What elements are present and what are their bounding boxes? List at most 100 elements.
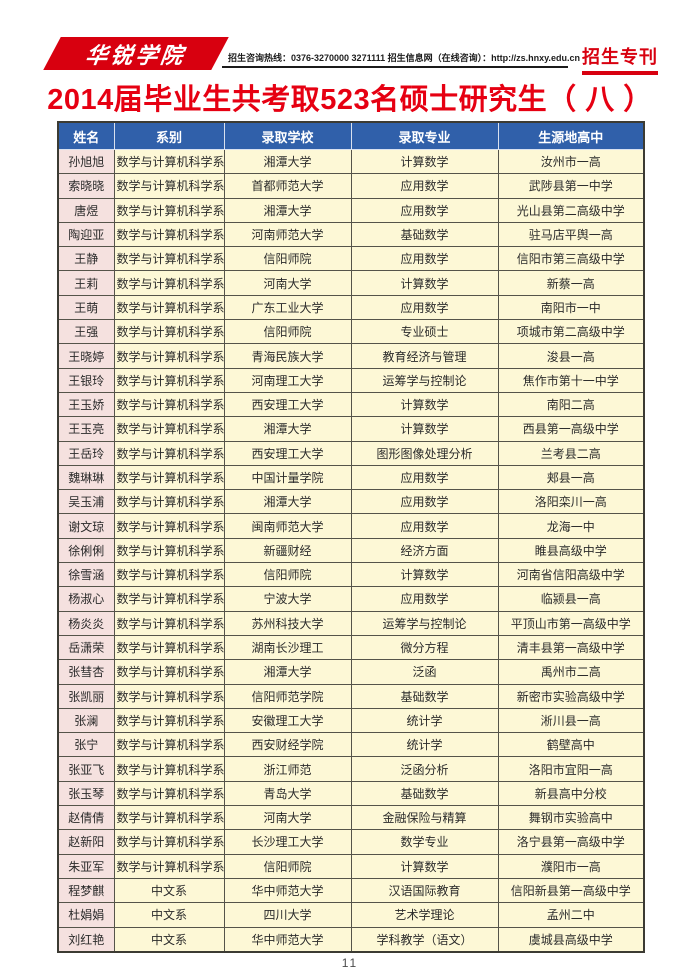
table-cell: 浙江师范 — [223, 756, 352, 782]
table-cell: 禹州市二高 — [497, 659, 645, 685]
table-row: 程梦麒 中文系 华中师范大学 汉语国际教育 信阳新县第一高级中学 — [57, 877, 645, 904]
table-row: 徐俐俐 数学与计算机科学系 新疆财经 经济方面 睢县高级中学 — [57, 537, 645, 564]
table-cell: 宁波大学 — [223, 586, 352, 612]
table-row: 刘红艳 中文系 华中师范大学 学科教学（语文） 虞城县高级中学 — [57, 926, 645, 953]
table-cell: 湘潭大学 — [223, 148, 352, 175]
table-cell: 运筹学与控制论 — [350, 367, 499, 393]
table-cell: 焦作市第十一中学 — [497, 367, 645, 393]
table-cell: 华中师范大学 — [223, 877, 352, 904]
student-name-cell: 陶迎亚 — [57, 221, 115, 248]
table-cell: 应用数学 — [350, 246, 499, 272]
student-name-cell: 王玉亮 — [57, 416, 115, 442]
student-name-cell: 程梦麒 — [57, 877, 115, 904]
table-cell: 洛阳栾川一高 — [497, 489, 645, 515]
table-cell: 长沙理工大学 — [223, 829, 352, 855]
table-cell: 中文系 — [113, 902, 225, 928]
student-name-cell: 赵倩倩 — [57, 805, 115, 831]
table-cell: 西县第一高级中学 — [497, 416, 645, 442]
table-cell: 计算数学 — [350, 562, 499, 588]
table-cell: 教育经济与管理 — [350, 343, 499, 369]
table-cell: 南阳市一中 — [497, 294, 645, 321]
table-cell: 虞城县高级中学 — [497, 926, 645, 953]
table-cell: 信阳新县第一高级中学 — [497, 877, 645, 904]
table-cell: 河南大学 — [223, 270, 352, 296]
table-cell: 数学与计算机科学系 — [113, 634, 225, 661]
student-name-cell: 王强 — [57, 319, 115, 345]
table-cell: 洛宁县第一高级中学 — [497, 829, 645, 855]
table-cell: 泛函分析 — [350, 756, 499, 782]
column-header: 录取专业 — [350, 121, 499, 150]
table-cell: 四川大学 — [223, 902, 352, 928]
table-cell: 数学与计算机科学系 — [113, 562, 225, 588]
table-row: 杜娟娟 中文系 四川大学 艺术学理论 孟州二中 — [57, 902, 645, 928]
table-row: 王莉 数学与计算机科学系 河南大学 计算数学 新蔡一高 — [57, 270, 645, 296]
table-cell: 湘潭大学 — [223, 659, 352, 685]
table-cell: 信阳师范学院 — [223, 683, 352, 709]
table-cell: 濮阳市一高 — [497, 853, 645, 879]
table-cell: 苏州科技大学 — [223, 610, 352, 636]
table-row: 孙旭旭 数学与计算机科学系 湘潭大学 计算数学 汝州市一高 — [57, 148, 645, 175]
table-row: 王玉亮 数学与计算机科学系 湘潭大学 计算数学 西县第一高级中学 — [57, 416, 645, 442]
table-cell: 信阳市第三高级中学 — [497, 246, 645, 272]
table-row: 赵新阳 数学与计算机科学系 长沙理工大学 数学专业 洛宁县第一高级中学 — [57, 829, 645, 855]
table-cell: 图形图像处理分析 — [350, 440, 499, 466]
student-name-cell: 王银玲 — [57, 367, 115, 393]
student-name-cell: 王莉 — [57, 270, 115, 296]
column-header: 姓名 — [57, 121, 115, 150]
table-row: 张彗杏 数学与计算机科学系 湘潭大学 泛函 禹州市二高 — [57, 659, 645, 685]
table-cell: 舞钢市实验高中 — [497, 805, 645, 831]
table-cell: 平顶山市第一高级中学 — [497, 610, 645, 636]
student-name-cell: 王静 — [57, 246, 115, 272]
table-cell: 数学与计算机科学系 — [113, 756, 225, 782]
table-cell: 临颍县一高 — [497, 586, 645, 612]
student-name-cell: 王萌 — [57, 294, 115, 321]
student-name-cell: 杨炎炎 — [57, 610, 115, 636]
table-cell: 基础数学 — [350, 221, 499, 248]
admissions-table: 姓名 系别 录取学校 录取专业 生源地高中 孙旭旭 数学与计算机科学系 湘潭大学 计算数学 汝州… — [57, 121, 645, 953]
table-cell: 新蔡一高 — [497, 270, 645, 296]
table-cell: 南阳二高 — [497, 391, 645, 418]
table-cell: 信阳师院 — [223, 562, 352, 588]
table-cell: 数学与计算机科学系 — [113, 659, 225, 685]
student-name-cell: 徐俐俐 — [57, 537, 115, 564]
table-cell: 湘潭大学 — [223, 416, 352, 442]
header-divider — [222, 66, 568, 68]
table-cell: 基础数学 — [350, 683, 499, 709]
table-cell: 专业硕士 — [350, 319, 499, 345]
table-cell: 项城市第二高级中学 — [497, 319, 645, 345]
table-row: 岳潇荣 数学与计算机科学系 湖南长沙理工 微分方程 清丰县第一高级中学 — [57, 634, 645, 661]
table-row: 唐煜 数学与计算机科学系 湘潭大学 应用数学 光山县第二高级中学 — [57, 197, 645, 223]
table-cell: 睢县高级中学 — [497, 537, 645, 564]
table-cell: 清丰县第一高级中学 — [497, 634, 645, 661]
student-name-cell: 张澜 — [57, 707, 115, 734]
column-header: 生源地高中 — [497, 121, 645, 150]
table-cell: 应用数学 — [350, 489, 499, 515]
student-name-cell: 唐煜 — [57, 197, 115, 223]
table-row: 张凯丽 数学与计算机科学系 信阳师范学院 基础数学 新密市实验高级中学 — [57, 683, 645, 709]
table-cell: 应用数学 — [350, 197, 499, 223]
page-number: 11 — [341, 956, 359, 970]
table-row: 王玉娇 数学与计算机科学系 西安理工大学 计算数学 南阳二高 — [57, 391, 645, 418]
table-row: 王岳玲 数学与计算机科学系 西安理工大学 图形图像处理分析 兰考县二高 — [57, 440, 645, 466]
table-cell: 洛阳市宜阳一高 — [497, 756, 645, 782]
student-name-cell: 魏琳琳 — [57, 464, 115, 491]
table-cell: 浚县一高 — [497, 343, 645, 369]
table-cell: 湘潭大学 — [223, 489, 352, 515]
table-cell: 青岛大学 — [223, 780, 352, 807]
table-cell: 数学与计算机科学系 — [113, 246, 225, 272]
table-cell: 郏县一高 — [497, 464, 645, 491]
table-row: 吴玉浦 数学与计算机科学系 湘潭大学 应用数学 洛阳栾川一高 — [57, 489, 645, 515]
college-logo: 华锐学院 — [43, 37, 229, 70]
table-row: 索晓晓 数学与计算机科学系 首都师范大学 应用数学 武陟县第一中学 — [57, 173, 645, 199]
table-cell: 信阳师院 — [223, 246, 352, 272]
table-cell: 计算数学 — [350, 270, 499, 296]
table-cell: 数学与计算机科学系 — [113, 853, 225, 879]
table-row: 王静 数学与计算机科学系 信阳师院 应用数学 信阳市第三高级中学 — [57, 246, 645, 272]
table-cell: 数学与计算机科学系 — [113, 416, 225, 442]
table-cell: 淅川县一高 — [497, 707, 645, 734]
table-cell: 数学与计算机科学系 — [113, 489, 225, 515]
table-cell: 信阳师院 — [223, 319, 352, 345]
table-cell: 数学与计算机科学系 — [113, 829, 225, 855]
student-name-cell: 岳潇荣 — [57, 634, 115, 661]
